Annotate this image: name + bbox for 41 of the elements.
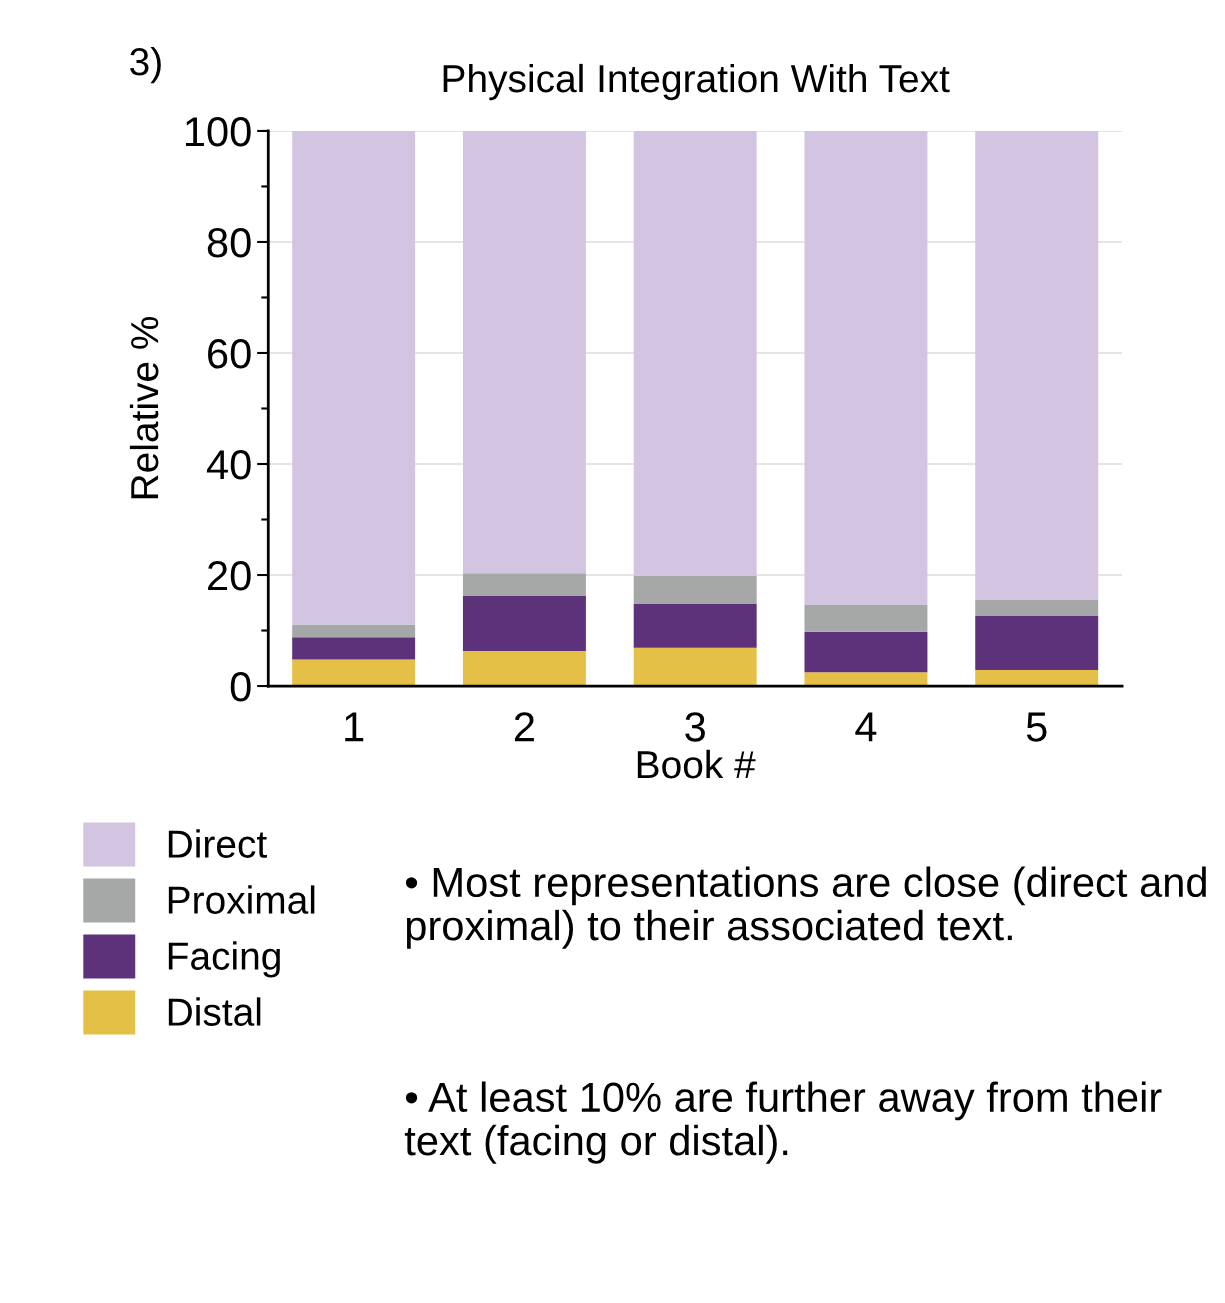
bar <box>633 576 757 604</box>
x-tick-label: 5 <box>1026 712 1047 742</box>
x-tick-label: 1 <box>345 712 364 742</box>
bar <box>975 599 1099 616</box>
bar <box>975 669 1099 687</box>
bar <box>462 573 586 596</box>
bar <box>633 130 757 577</box>
bar <box>804 631 928 673</box>
y-tick-label: 0 <box>230 672 251 702</box>
bar <box>462 130 586 574</box>
y-tick-label: 20 <box>208 561 251 591</box>
x-tick-label: 2 <box>514 712 534 742</box>
bar <box>804 672 928 687</box>
text: • At least 10% are further away from their text (facing or distal). <box>404 1081 1162 1164</box>
y-axis-title: Relative % <box>129 316 159 499</box>
legend-label: Proximal <box>168 885 315 914</box>
text: • Most representations are close (direct and proximal) to their associated text. <box>405 866 1206 949</box>
y-tick-label: 100 <box>185 116 251 147</box>
legend-label: Facing <box>168 941 280 978</box>
y-tick-label: 60 <box>208 338 251 369</box>
bar <box>633 603 757 648</box>
legend-label: Direct <box>168 829 267 858</box>
text: 3) <box>130 47 161 84</box>
y-tick-label: 40 <box>206 450 251 480</box>
bar <box>292 659 416 687</box>
bar <box>292 130 416 625</box>
bar <box>975 615 1099 670</box>
legend-label: Distal <box>168 997 261 1026</box>
bar <box>462 651 586 687</box>
x-tick-label: 4 <box>855 712 877 742</box>
bar <box>975 130 1099 600</box>
bar <box>462 595 586 652</box>
chart-title: Physical Integration With Text <box>443 63 950 101</box>
bar <box>292 624 416 638</box>
y-tick-label: 80 <box>207 227 251 258</box>
bar <box>633 647 757 687</box>
x-axis-title: Book # <box>637 749 756 779</box>
bar <box>804 130 928 605</box>
bar <box>292 637 416 660</box>
x-tick-label: 3 <box>685 712 705 742</box>
bar <box>804 604 928 632</box>
